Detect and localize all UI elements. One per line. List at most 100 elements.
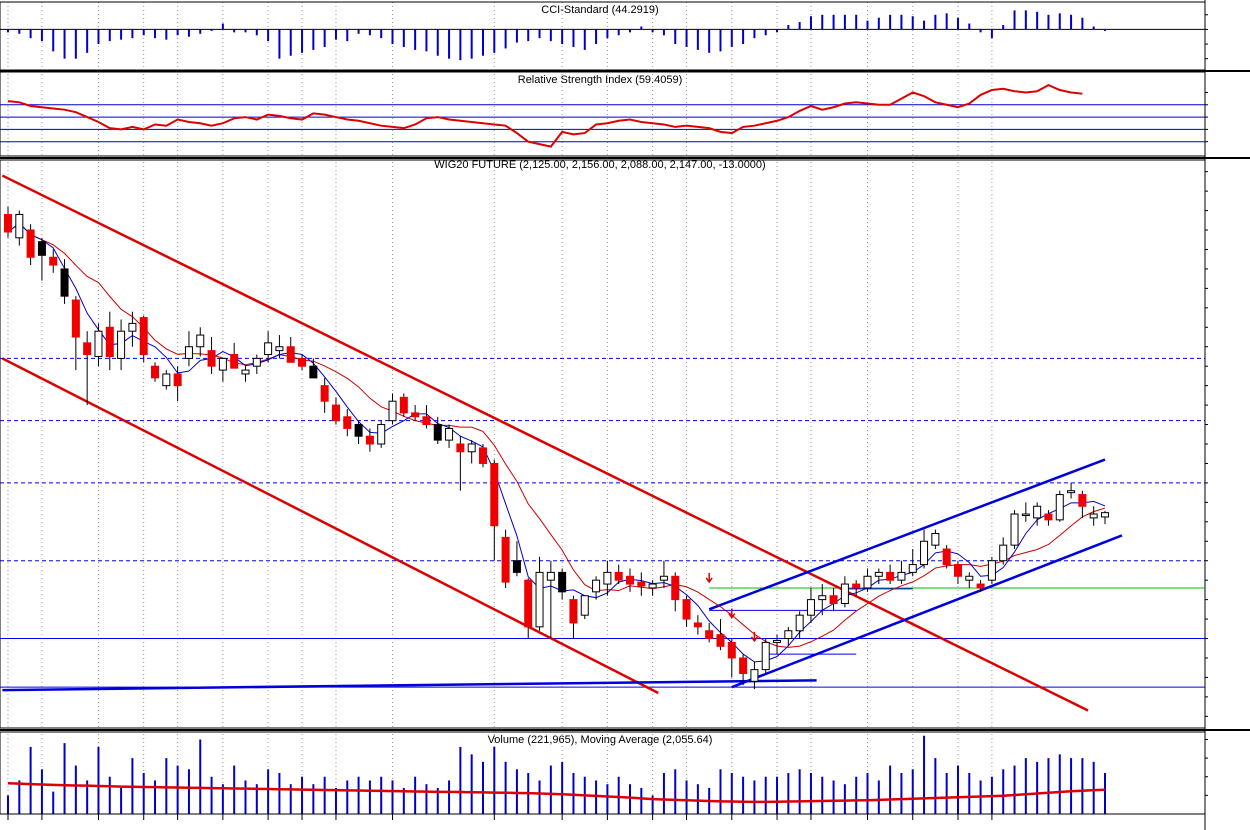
- cci-panel: CCI-Standard (44.2919): [0, 4, 1208, 61]
- candle-body: [128, 322, 137, 332]
- volume-panel: Volume (221,965), Moving Average (2,055.…: [7, 734, 1208, 814]
- price-panel: WIG20 FUTURE (2,125.00, 2,156.00, 2,088.…: [0, 159, 1208, 717]
- candle-body: [546, 571, 555, 581]
- candle-body: [501, 536, 510, 583]
- candle-body: [874, 571, 883, 577]
- candle-body: [354, 424, 363, 437]
- candle-body: [558, 571, 567, 593]
- candle-body: [603, 571, 612, 585]
- candle-body: [840, 583, 849, 605]
- candle-body: [1021, 513, 1030, 517]
- candle-body: [264, 342, 273, 356]
- candle-body: [829, 595, 838, 605]
- candle-body: [94, 330, 103, 357]
- candle-body: [433, 424, 442, 441]
- red-trendline-lower: [1, 357, 659, 695]
- candle-body: [818, 595, 827, 601]
- candle-body: [886, 571, 895, 581]
- down-arrow-marker: [705, 572, 713, 584]
- candle-body: [965, 575, 974, 581]
- blue-long-support: [2, 679, 817, 692]
- price-title: WIG20 FUTURE (2,125.00, 2,156.00, 2,088.…: [434, 159, 765, 171]
- candle-body: [727, 641, 736, 659]
- candle-body: [478, 447, 487, 464]
- candle-body: [987, 560, 996, 581]
- candle-body: [15, 213, 24, 239]
- candle-body: [671, 575, 680, 601]
- down-arrow-marker: [750, 631, 759, 643]
- candle-body: [897, 571, 906, 581]
- candle-body: [953, 564, 962, 577]
- volume-title: Volume (221,965), Moving Average (2,055.…: [488, 734, 713, 746]
- candle-body: [637, 581, 646, 587]
- candle-body: [37, 241, 46, 256]
- candle-body: [151, 365, 160, 379]
- candle-body: [750, 669, 759, 682]
- rsi-line: [7, 83, 1083, 148]
- candle-body: [343, 416, 352, 429]
- candle-body: [490, 462, 499, 527]
- candle-body: [592, 579, 601, 593]
- candle-body: [784, 630, 793, 640]
- cci-title: CCI-Standard (44.2919): [541, 4, 658, 16]
- candle-body: [648, 583, 657, 589]
- candle-body: [298, 357, 307, 367]
- candle-body: [184, 346, 193, 359]
- candle-body: [3, 213, 13, 233]
- moving-average-fast: [7, 222, 1106, 663]
- axis-layer: [0, 813, 1205, 820]
- candle-body: [1010, 513, 1019, 546]
- volume-moving-average: [7, 782, 1106, 804]
- candle-body: [626, 575, 635, 585]
- candle-body: [614, 571, 623, 581]
- candle-body: [863, 575, 872, 589]
- candle-body: [241, 369, 250, 375]
- candle-body: [942, 548, 951, 566]
- candle-body: [117, 330, 126, 359]
- candle-body: [49, 256, 58, 266]
- candle-body: [931, 532, 940, 546]
- candle-body: [1089, 513, 1098, 519]
- candle-body: [456, 443, 465, 453]
- candle-body: [445, 427, 454, 441]
- candle-body: [309, 365, 318, 379]
- rsi-panel: Relative Strength Index (59.4059): [0, 74, 1208, 148]
- candle-body: [252, 357, 261, 367]
- candle-body: [286, 346, 295, 363]
- candle-body: [795, 614, 804, 632]
- candle-body: [693, 622, 702, 628]
- candle-body: [275, 346, 284, 352]
- candle-body: [26, 229, 35, 258]
- candle-body: [806, 599, 815, 616]
- blue-channel-upper: [708, 458, 1106, 611]
- candle-body: [659, 575, 668, 581]
- candle-body: [105, 326, 114, 357]
- candle-body: [908, 564, 917, 573]
- candle-body: [1055, 494, 1064, 521]
- candle-body: [1044, 513, 1053, 521]
- candle-body: [139, 317, 148, 356]
- candle-body: [83, 342, 92, 356]
- candle-body: [682, 599, 691, 620]
- grid-layer: [7, 2, 993, 814]
- candle-body: [173, 373, 182, 387]
- blue-channel-lower: [731, 534, 1123, 689]
- candle-body: [524, 579, 533, 628]
- down-arrow-marker: [728, 608, 736, 619]
- rsi-title: Relative Strength Index (59.4059): [518, 74, 683, 86]
- candle-body: [230, 354, 239, 369]
- candle-body: [739, 657, 748, 675]
- candle-body: [388, 400, 397, 422]
- candle-body: [999, 544, 1008, 562]
- candle-body: [411, 412, 420, 418]
- candle-body: [705, 630, 714, 640]
- candle-body: [331, 404, 340, 422]
- red-trendline-upper: [1, 174, 1089, 712]
- candle-body: [320, 385, 329, 402]
- candle-body: [512, 560, 521, 573]
- candle-body: [1067, 490, 1076, 494]
- candle-body: [535, 571, 544, 628]
- candle-body: [207, 350, 216, 367]
- candle-body: [71, 299, 80, 338]
